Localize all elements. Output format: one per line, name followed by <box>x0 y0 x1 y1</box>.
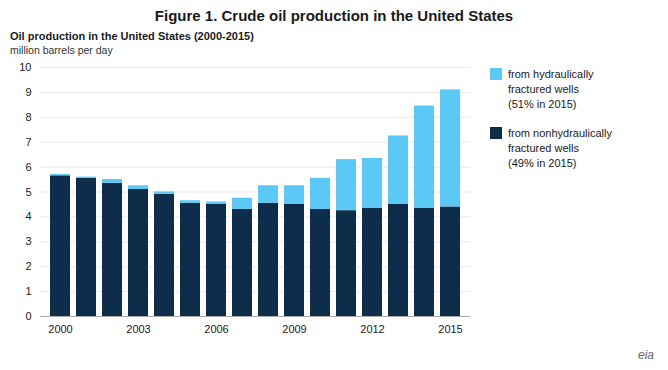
html-text:million barrels per day: million barrels per day <box>10 44 113 56</box>
svg-text:2012: 2012 <box>360 323 384 335</box>
svg-text:6: 6 <box>25 161 31 173</box>
html-text:Figure 1. Crude oil production: Figure 1. Crude oil production in the Un… <box>154 7 514 24</box>
svg-text:2000: 2000 <box>48 323 72 335</box>
svg-text:2009: 2009 <box>282 323 306 335</box>
svg-text:1: 1 <box>25 285 31 297</box>
svg-text:4: 4 <box>25 210 31 222</box>
svg-text:3: 3 <box>25 235 31 247</box>
svg-text:2003: 2003 <box>126 323 150 335</box>
svg-text:7: 7 <box>25 136 31 148</box>
html-text:Oil production in the United S: Oil production in the United States (200… <box>10 30 254 42</box>
svg-text:2006: 2006 <box>204 323 228 335</box>
html-text:from hydraulically fractured w: from hydraulically fractured wells (51% … <box>508 68 594 110</box>
svg-text:8: 8 <box>25 111 31 123</box>
html-text:eia: eia <box>638 348 654 362</box>
svg-text:5: 5 <box>25 186 31 198</box>
svg-text:2015: 2015 <box>438 323 462 335</box>
svg-text:9: 9 <box>25 86 31 98</box>
svg-text:2: 2 <box>25 260 31 272</box>
svg-text:10: 10 <box>19 61 31 73</box>
html-text:from nonhydraulically fracture: from nonhydraulically fractured wells (4… <box>508 127 612 169</box>
svg-text:0: 0 <box>25 310 31 322</box>
